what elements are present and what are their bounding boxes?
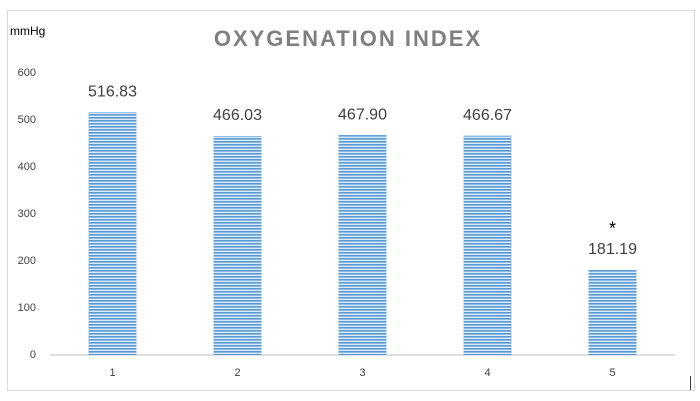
x-tick-label: 1	[109, 367, 115, 379]
chart-border	[7, 10, 695, 391]
y-tick-label: 400	[18, 161, 36, 173]
x-tick-label: 4	[484, 367, 490, 379]
y-tick-label: 300	[18, 208, 36, 220]
bar	[213, 135, 262, 355]
value-label: 466.67	[463, 107, 512, 124]
bar	[88, 112, 137, 355]
value-label: 516.83	[88, 83, 137, 100]
y-tick-label: 200	[18, 255, 36, 267]
y-tick-label: 500	[18, 114, 36, 126]
x-tick-label: 3	[359, 367, 365, 379]
y-tick-label: 0	[30, 349, 36, 361]
value-label: 467.90	[338, 106, 387, 123]
bar	[463, 135, 512, 355]
y-tick-label: 100	[18, 302, 36, 314]
y-axis-label: mmHg	[10, 24, 45, 38]
bar	[338, 135, 387, 355]
bar	[588, 269, 637, 355]
x-tick-label: 2	[234, 367, 240, 379]
x-tick-label: 5	[609, 367, 615, 379]
value-label: 181.19	[588, 241, 637, 258]
chart-title: OXYGENATION INDEX	[214, 26, 482, 51]
y-tick-label: 600	[18, 67, 36, 79]
significance-label: *	[609, 219, 616, 239]
value-label: 466.03	[213, 107, 262, 124]
